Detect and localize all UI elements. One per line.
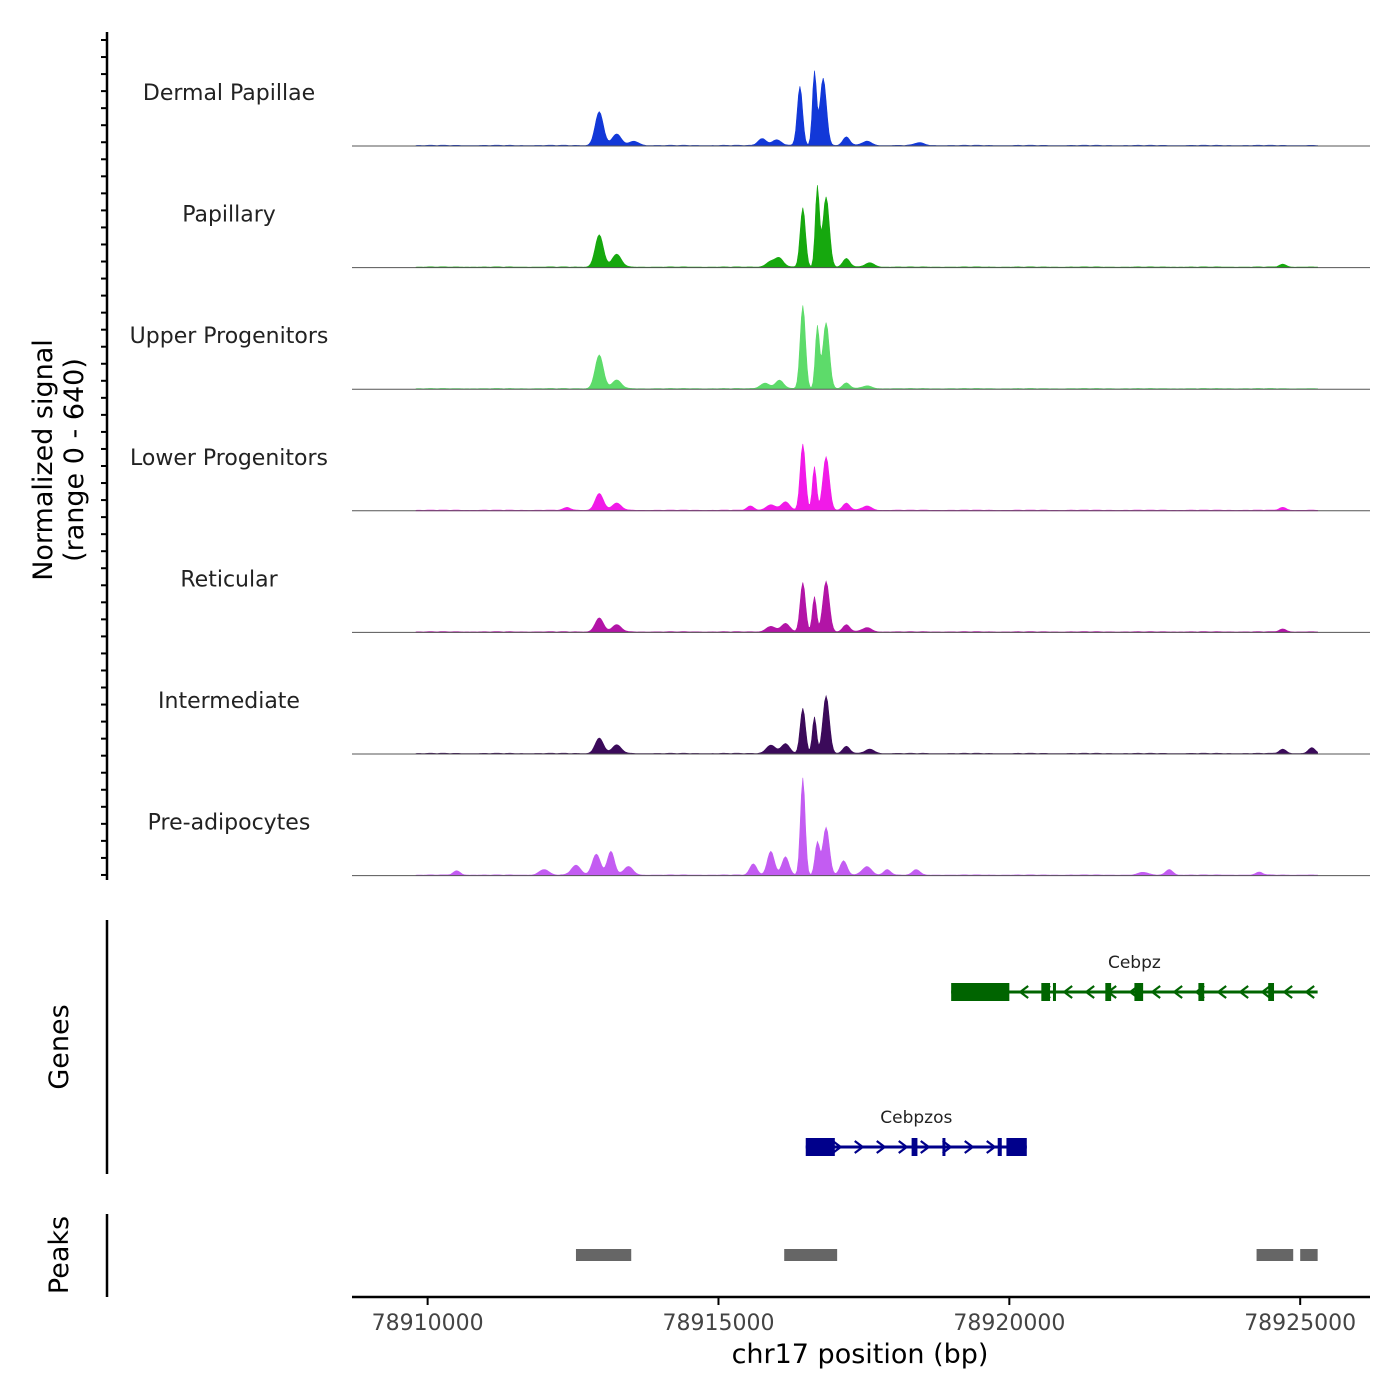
- peak-region: [575, 1249, 632, 1261]
- strand-arrow: [898, 1140, 909, 1154]
- gene-label: Cebpz: [1108, 953, 1161, 973]
- signal-area: [415, 694, 1318, 755]
- gene-models: Cebpz Cebpzos: [805, 953, 1318, 1156]
- track-upper-progenitors: Upper Progenitors: [130, 305, 1370, 390]
- strand-arrow: [854, 1140, 865, 1154]
- gene-exon: [805, 1138, 835, 1156]
- peaks-axis-title: Peaks: [44, 1216, 75, 1294]
- peak-region: [784, 1249, 838, 1261]
- strand-arrow: [986, 1140, 997, 1154]
- peaks-panel: Peaks: [44, 1214, 1318, 1297]
- track-label: Pre-adipocytes: [148, 811, 311, 836]
- x-tick-label: 78915000: [662, 1311, 774, 1336]
- gene-exon: [1105, 983, 1112, 1001]
- strand-arrow: [1238, 985, 1249, 999]
- strand-arrow: [1216, 985, 1227, 999]
- x-axis-title: chr17 position (bp): [732, 1339, 989, 1370]
- strand-arrow: [1260, 985, 1271, 999]
- signal-area: [415, 70, 1318, 147]
- strand-arrow: [920, 1140, 931, 1154]
- strand-arrow: [1062, 985, 1073, 999]
- strand-arrow: [1084, 985, 1095, 999]
- gene-exon: [942, 1138, 946, 1156]
- gene-label: Cebpzos: [880, 1108, 952, 1128]
- gene-cebpzos: Cebpzos: [805, 1108, 1027, 1156]
- peak-regions: [575, 1249, 1318, 1261]
- x-tick-label: 78910000: [372, 1311, 484, 1336]
- x-axis: chr17 position (bp) 78910000 78915000 7892…: [352, 1295, 1370, 1370]
- signal-axis: [101, 32, 109, 880]
- x-tick-label: 78925000: [1244, 1311, 1356, 1336]
- gene-exon: [1268, 983, 1275, 1001]
- peak-region: [1256, 1249, 1294, 1261]
- strand-arrow: [876, 1140, 887, 1154]
- gene-exon: [1052, 983, 1056, 1001]
- y-axis-title-line1: Normalized signal: [28, 339, 59, 581]
- x-tick-label: 78920000: [953, 1311, 1065, 1336]
- track-label: Upper Progenitors: [130, 324, 329, 349]
- strand-arrow: [832, 1140, 843, 1154]
- signal-area: [415, 443, 1318, 512]
- gene-cebpz: Cebpz: [951, 953, 1318, 1001]
- signal-area: [415, 777, 1318, 876]
- gene-exon: [1134, 983, 1144, 1001]
- signal-area: [415, 580, 1318, 633]
- gene-exon: [1006, 1138, 1027, 1156]
- track-papillary: Papillary: [182, 185, 1370, 269]
- track-label: Intermediate: [158, 689, 300, 714]
- genes-panel: Genes Cebpz Cebpzos: [44, 920, 1318, 1174]
- track-lower-progenitors: Lower Progenitors: [130, 443, 1370, 512]
- strand-arrow: [964, 1140, 975, 1154]
- gene-exon: [951, 983, 1010, 1001]
- strand-arrow: [1304, 985, 1315, 999]
- y-axis-title-line2: (range 0 - 640): [59, 358, 90, 562]
- track-label: Dermal Papillae: [143, 81, 315, 106]
- gene-exon: [1041, 983, 1051, 1001]
- strand-arrow: [1282, 985, 1293, 999]
- track-reticular: Reticular: [180, 567, 1370, 633]
- signal-area: [415, 305, 1318, 390]
- strand-arrow: [1018, 985, 1029, 999]
- track-label: Lower Progenitors: [130, 446, 328, 471]
- coverage-tracks: Dermal Papillae Papillary Upper Progenitor…: [130, 70, 1370, 877]
- gene-exon: [911, 1138, 918, 1156]
- genes-axis-title: Genes: [44, 1004, 75, 1089]
- track-pre-adipocytes: Pre-adipocytes: [148, 777, 1370, 877]
- signal-area: [415, 185, 1318, 268]
- track-intermediate: Intermediate: [158, 689, 1370, 755]
- track-dermal-papillae: Dermal Papillae: [143, 70, 1370, 147]
- track-label: Papillary: [182, 203, 276, 228]
- peak-region: [1300, 1249, 1318, 1261]
- y-axis-title: Normalized signal (range 0 - 640): [28, 339, 90, 581]
- gene-exon: [1198, 983, 1205, 1001]
- strand-arrow: [1172, 985, 1183, 999]
- strand-arrow: [1150, 985, 1161, 999]
- track-label: Reticular: [180, 567, 278, 592]
- gene-exon: [997, 1138, 1002, 1156]
